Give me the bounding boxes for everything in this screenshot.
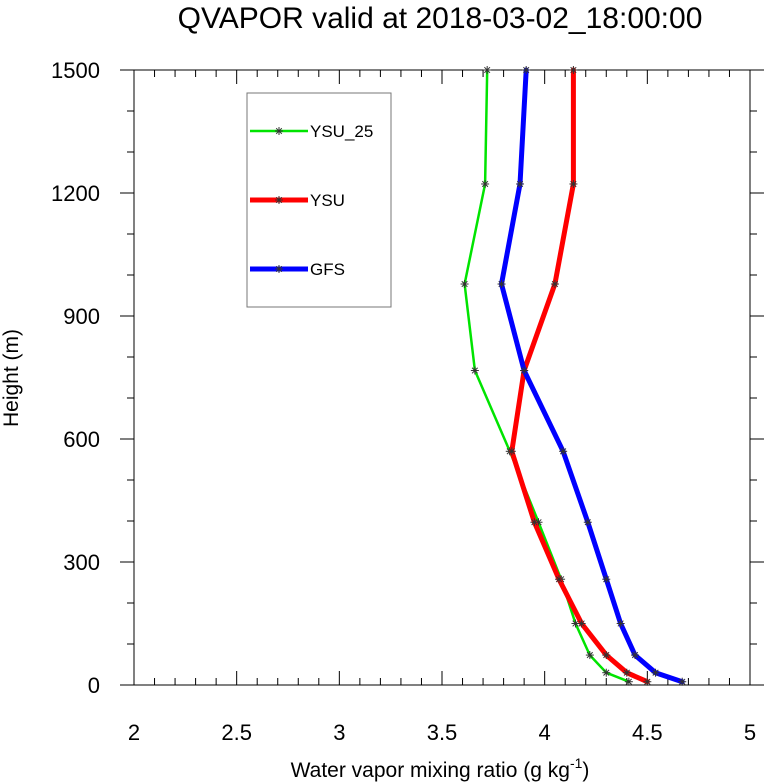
series-marker-gfs xyxy=(497,280,506,289)
y-tick-label: 1500 xyxy=(51,58,100,83)
series-marker-gfs xyxy=(631,651,640,660)
series-marker-gfs xyxy=(516,179,525,188)
x-axis-label-suffix: ) xyxy=(582,759,589,782)
series-marker-ysu xyxy=(507,447,516,456)
x-axis-label: Water vapor mixing ratio (g kg-1) xyxy=(291,755,590,782)
series-marker-ysu-25 xyxy=(585,651,594,660)
y-tick-label: 300 xyxy=(63,550,100,575)
x-axis-label-text: Water vapor mixing ratio (g kg xyxy=(291,759,570,782)
series-marker-ysu-25 xyxy=(470,366,479,375)
legend-marker-ysu-25 xyxy=(275,127,283,135)
series-line-gfs xyxy=(499,67,685,685)
series-marker-ysu xyxy=(569,179,578,188)
series-marker-ysu xyxy=(555,575,564,584)
series-marker-gfs xyxy=(522,66,531,74)
x-tick-label: 2.5 xyxy=(221,720,252,745)
series-marker-ysu xyxy=(550,280,559,289)
legend-marker-ysu xyxy=(275,196,283,204)
series-marker-ysu-25 xyxy=(460,280,469,289)
series-marker-gfs xyxy=(559,447,568,456)
legend-label-ysu: YSU xyxy=(310,191,345,210)
series-line-ysu xyxy=(509,67,650,685)
series-marker-ysu xyxy=(530,518,539,527)
legend: YSU_25 YSU GFS xyxy=(246,92,392,308)
series-marker-ysu xyxy=(577,619,586,628)
series-marker-gfs xyxy=(520,366,529,375)
x-tick-label: 3.5 xyxy=(427,720,458,745)
series-layer xyxy=(460,66,687,686)
x-tick-label: 5 xyxy=(744,720,756,745)
series-marker-ysu xyxy=(643,677,652,686)
series-marker-ysu xyxy=(622,668,631,677)
legend-marker-gfs xyxy=(275,265,283,273)
legend-label-gfs: GFS xyxy=(310,260,345,279)
series-marker-gfs xyxy=(651,668,660,677)
series-marker-gfs xyxy=(602,575,611,584)
x-tick-label: 3 xyxy=(333,720,345,745)
x-tick-label: 2 xyxy=(128,720,140,745)
series-marker-ysu-25 xyxy=(571,619,580,628)
series-marker-ysu-25 xyxy=(602,668,611,677)
x-axis-label-superscript: -1 xyxy=(570,755,583,771)
series-marker-gfs xyxy=(583,518,592,527)
axis-ticks: 2 2.5 3 3.5 4 4.5 5 0 300 600 900 1200 1500 xyxy=(51,58,764,745)
series-marker-gfs xyxy=(616,619,625,628)
series-marker-ysu-25 xyxy=(483,66,492,74)
y-tick-label: 0 xyxy=(88,673,100,698)
x-tick-label: 4.5 xyxy=(632,720,663,745)
series-marker-ysu-25 xyxy=(624,677,633,686)
series-line-ysu-25 xyxy=(463,68,631,683)
series-marker-ysu xyxy=(569,66,578,74)
x-tick-label: 4 xyxy=(539,720,551,745)
y-tick-label: 600 xyxy=(63,427,100,452)
y-axis-label: Height (m) xyxy=(0,329,23,427)
chart-title: QVAPOR valid at 2018-03-02_18:00:00 xyxy=(178,2,703,35)
plot-frame xyxy=(133,69,751,686)
y-tick-label: 1200 xyxy=(51,181,100,206)
series-marker-ysu-25 xyxy=(481,179,490,188)
series-marker-ysu xyxy=(602,651,611,660)
legend-label-ysu-25: YSU_25 xyxy=(310,122,373,141)
y-tick-label: 900 xyxy=(63,304,100,329)
series-marker-gfs xyxy=(678,677,687,686)
